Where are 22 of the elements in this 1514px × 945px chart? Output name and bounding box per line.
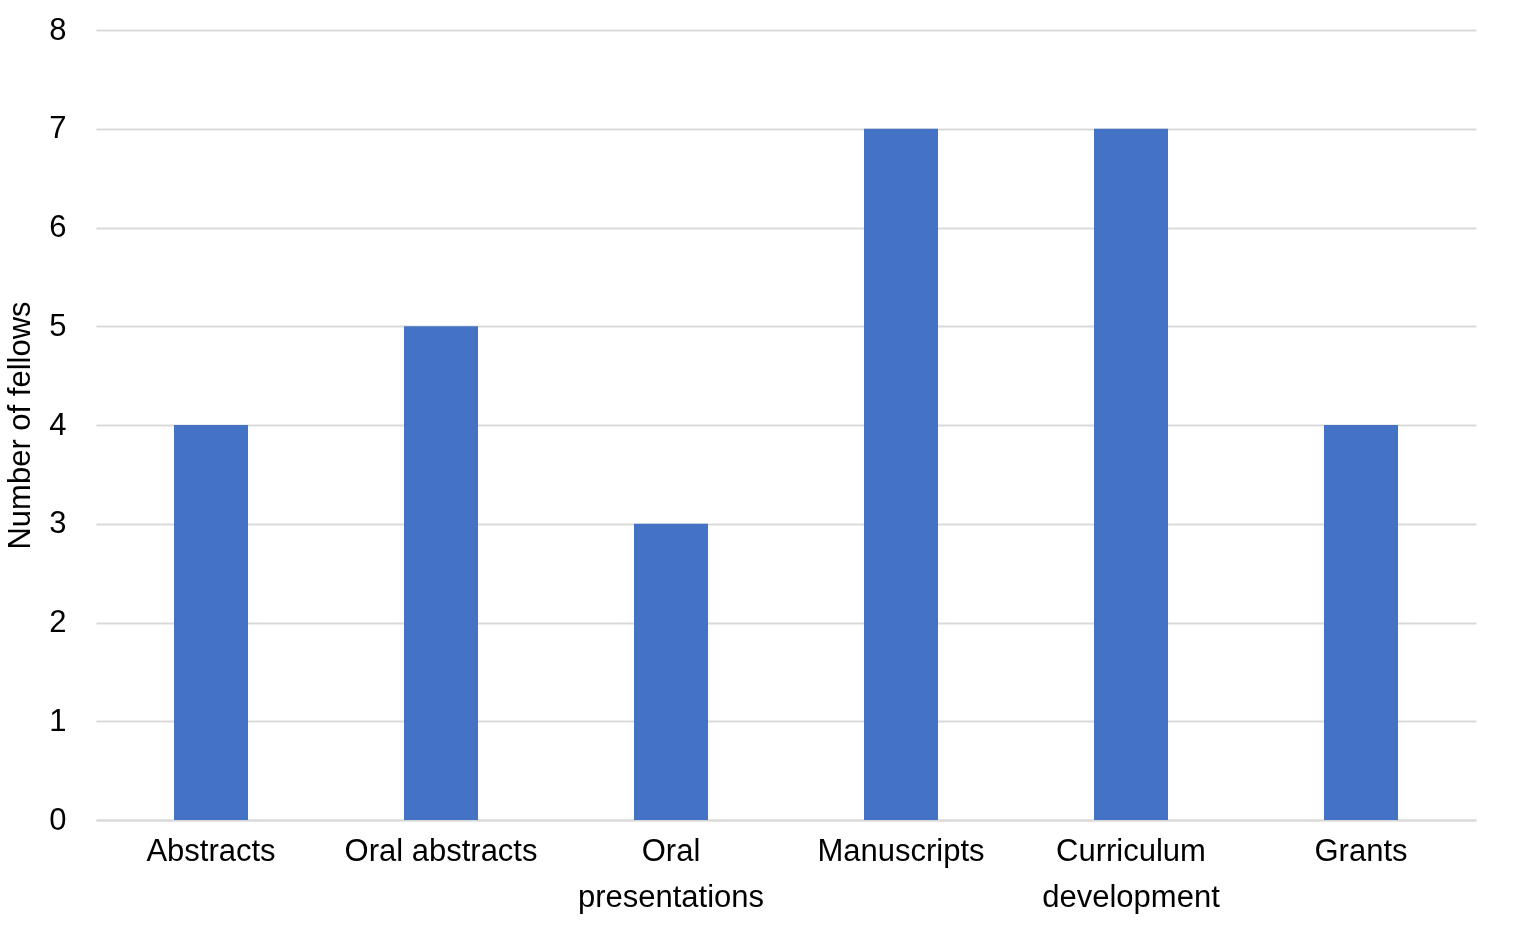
x-tick-label: Curriculum development [1042,832,1221,914]
y-tick-label: 0 [49,801,67,837]
y-tick-label: 6 [49,209,67,244]
bar [1094,128,1168,820]
bar [634,523,708,820]
x-tick-label: Manuscripts [817,832,985,868]
bar [174,425,248,820]
x-tick-label: Grants [1314,832,1408,868]
y-axis-title: Number of fellows [2,301,38,550]
y-tick-label: 5 [49,307,67,343]
y-tick-label: 7 [49,110,67,146]
bar [1324,425,1398,820]
y-tick-label: 8 [49,11,67,47]
y-tick-label: 4 [49,406,67,442]
y-tick-label: 3 [49,505,67,541]
bar [864,128,938,820]
y-tick-label: 2 [49,604,67,639]
bar [404,326,478,820]
y-tick-label: 1 [49,702,67,738]
x-tick-label: Oral presentations [577,832,765,914]
x-tick-label: Oral abstracts [344,832,538,868]
x-tick-label: Abstracts [146,832,276,868]
